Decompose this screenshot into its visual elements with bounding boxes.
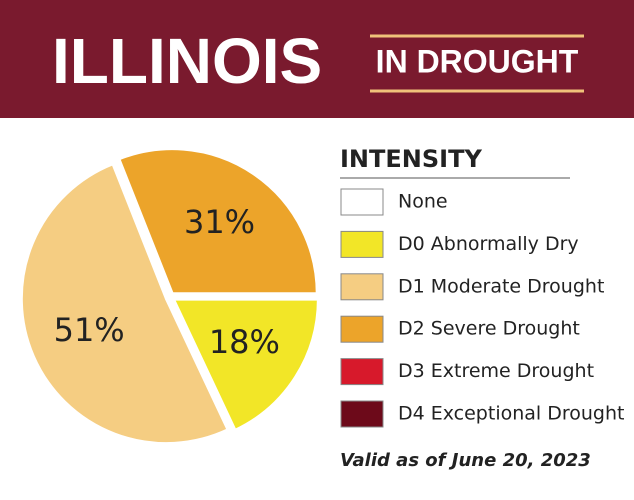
legend-swatch [340, 188, 384, 216]
legend-label: None [398, 191, 448, 213]
slice-label: 31% [184, 203, 255, 241]
legend-swatch [340, 315, 384, 343]
legend-label: D1 Moderate Drought [398, 275, 604, 297]
legend-title: INTENSITY [340, 145, 482, 173]
slice-label: 51% [54, 311, 125, 349]
legend-swatch [340, 273, 384, 301]
chart-subtitle: IN DROUGHT [376, 43, 579, 79]
pie-slice [171, 297, 320, 433]
slice-label: 18% [209, 323, 280, 361]
chart-title: ILLINOIS [52, 25, 322, 97]
note: Valid as of June 20, 2023 [340, 450, 591, 471]
legend-label: D2 Severe Drought [398, 318, 580, 340]
legend-swatch [340, 358, 384, 386]
pie-slice [116, 147, 319, 296]
legend-label: D3 Extreme Drought [398, 360, 594, 382]
banner [0, 0, 634, 118]
legend-swatch [340, 400, 384, 428]
legend-swatch [340, 230, 384, 258]
legend-label: D0 Abnormally Dry [398, 233, 579, 255]
legend-label: D4 Exceptional Drought [398, 403, 624, 425]
pie-slice [19, 161, 231, 446]
